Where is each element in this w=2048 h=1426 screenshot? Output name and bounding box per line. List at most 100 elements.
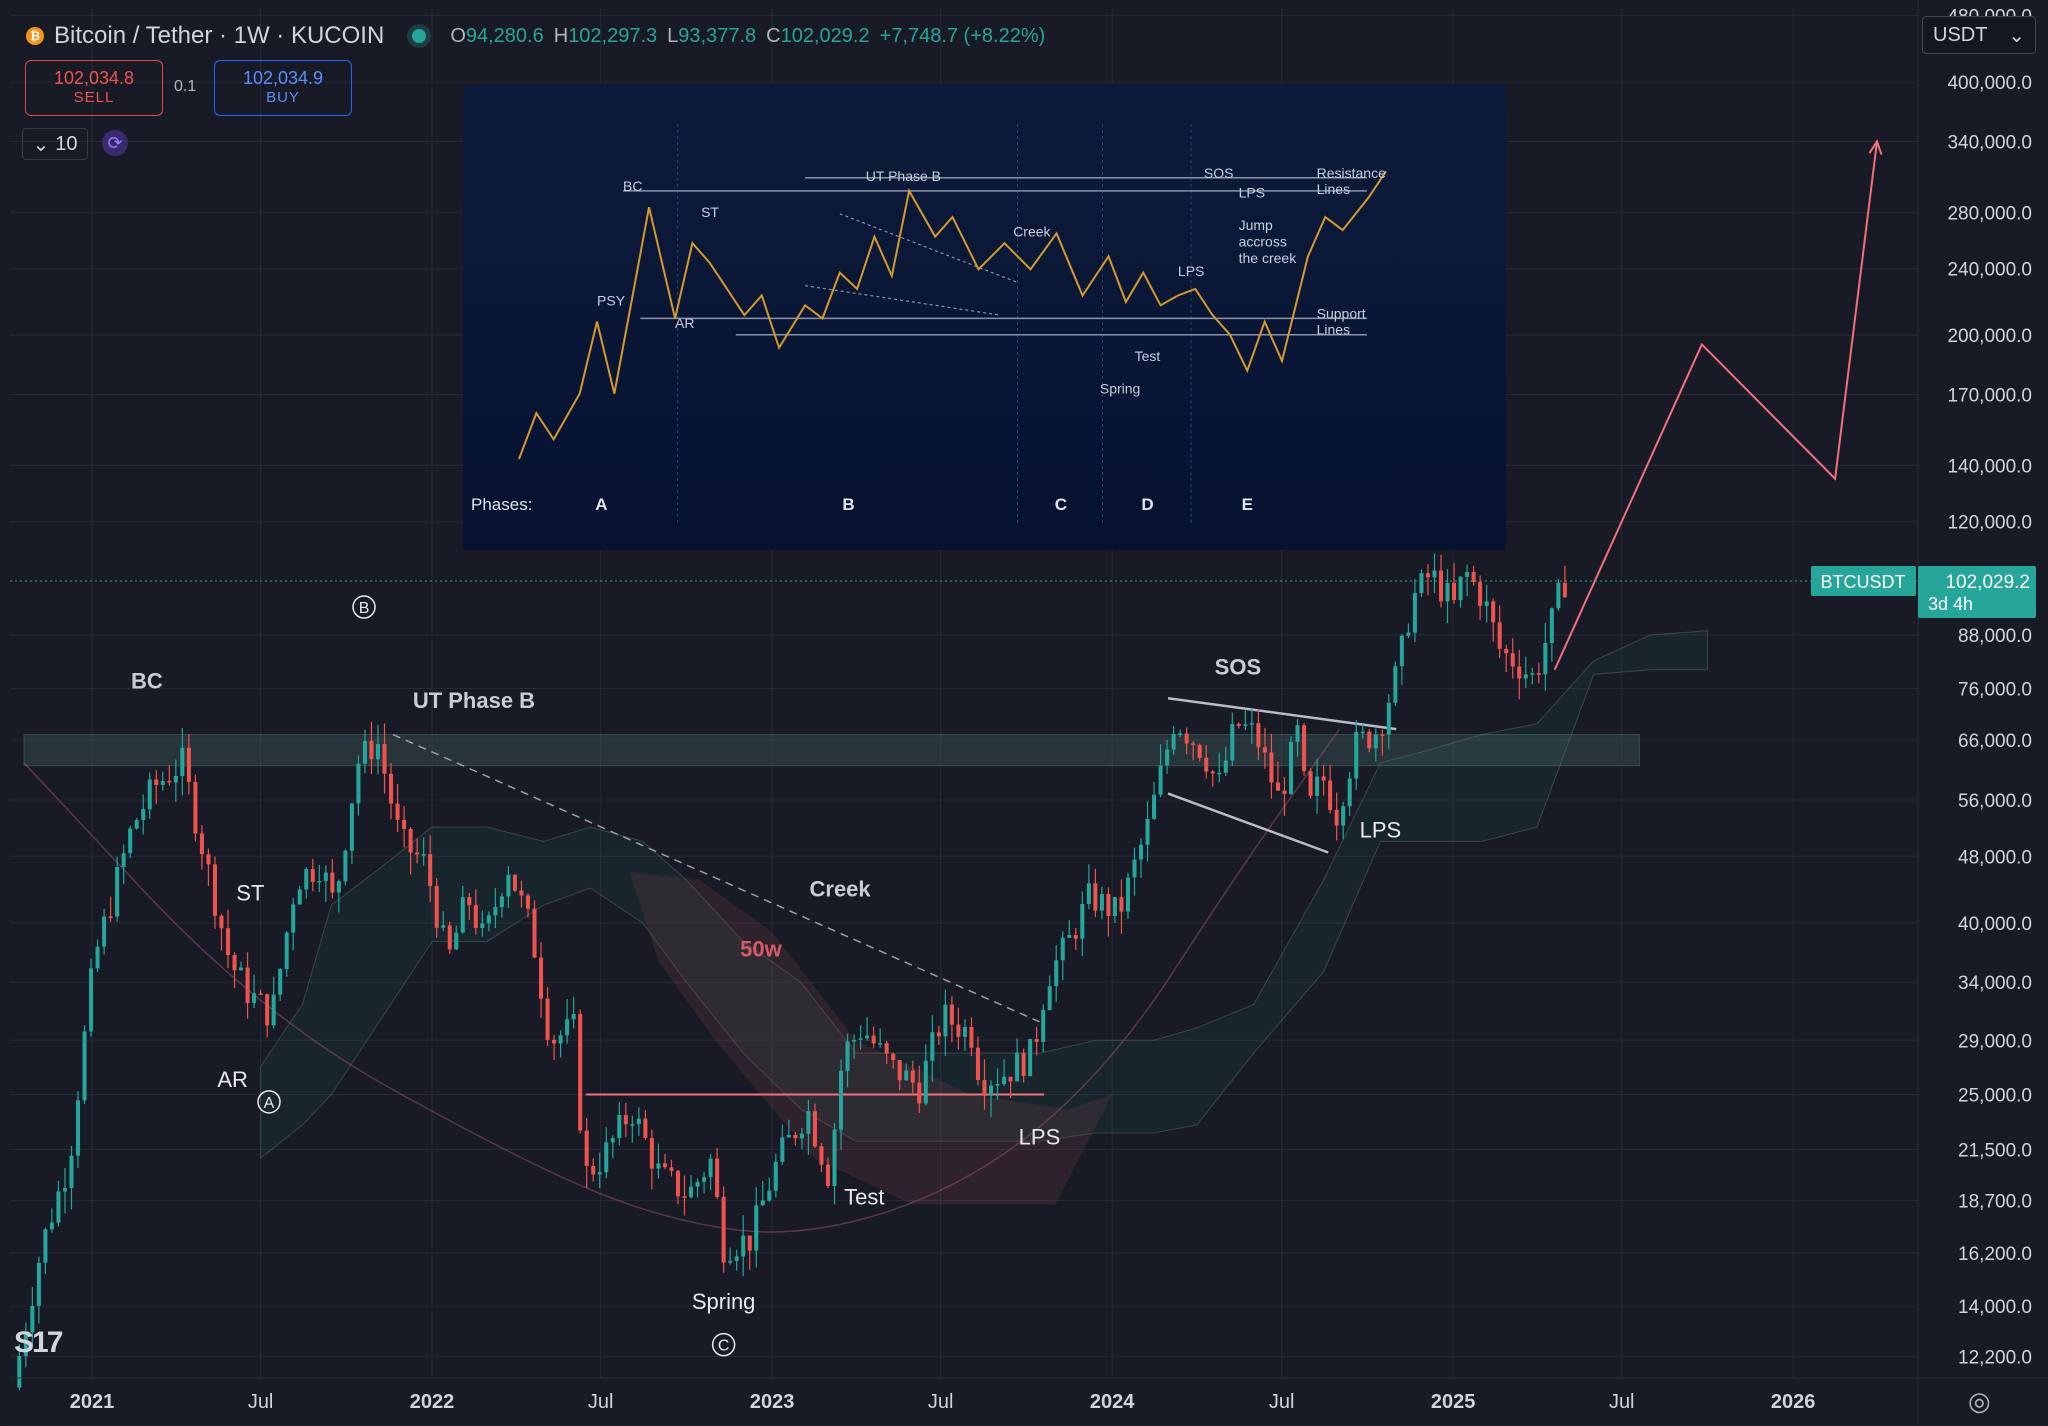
candle-body bbox=[454, 932, 459, 950]
candle-body bbox=[636, 1118, 641, 1125]
candle-body bbox=[1145, 818, 1150, 845]
candle-body bbox=[1034, 1039, 1039, 1042]
candle-body bbox=[1471, 571, 1476, 582]
inset-label: Support bbox=[1317, 305, 1366, 321]
ohlc-low-value: 93,377.8 bbox=[678, 24, 757, 47]
candle-body bbox=[1406, 632, 1411, 636]
phase-letter: E bbox=[1242, 495, 1253, 514]
sync-icon[interactable]: ⟳ bbox=[102, 130, 128, 156]
currency-value: USDT bbox=[1933, 23, 1988, 46]
wedge-upper-line[interactable] bbox=[1167, 696, 1397, 731]
candle-body bbox=[23, 1332, 28, 1357]
candle-body bbox=[949, 1004, 954, 1025]
candle-body bbox=[1080, 904, 1085, 939]
cloud-band bbox=[260, 630, 1708, 1160]
ohlc-open-value: 94,280.6 bbox=[465, 24, 544, 47]
candle-body bbox=[134, 820, 139, 829]
candle-body bbox=[617, 1114, 622, 1139]
candle-body bbox=[1543, 642, 1548, 675]
candle-body bbox=[760, 1200, 765, 1206]
candle-body bbox=[402, 819, 407, 829]
symbol-tag-bg bbox=[1811, 565, 1916, 596]
last-price-tag-bg bbox=[1918, 565, 2036, 618]
candle-body bbox=[1262, 747, 1267, 753]
candle-body bbox=[819, 1146, 824, 1165]
candle-body bbox=[199, 833, 204, 855]
inset-price-path bbox=[518, 170, 1387, 460]
candle-body bbox=[1458, 576, 1463, 600]
candle-body bbox=[219, 915, 224, 929]
order-quantity[interactable]: 0.1 bbox=[174, 78, 197, 95]
candle-body bbox=[539, 957, 544, 999]
candle-body bbox=[1510, 653, 1515, 667]
candle-body bbox=[682, 1196, 687, 1198]
candle-body bbox=[1386, 702, 1391, 735]
candle-body bbox=[1028, 1039, 1033, 1076]
tradingview-logo[interactable]: S17 bbox=[14, 1326, 63, 1359]
candle-body bbox=[480, 923, 485, 928]
candle-body bbox=[1328, 780, 1333, 810]
annotation-label: AR bbox=[217, 1067, 248, 1092]
projection-path[interactable] bbox=[1553, 141, 1879, 671]
annotation-label: Test bbox=[844, 1184, 884, 1209]
annotation-label: Creek bbox=[810, 876, 872, 901]
candle-body bbox=[1341, 806, 1346, 826]
candle-body bbox=[265, 994, 270, 1026]
settings-icon[interactable]: ◎ bbox=[1968, 1386, 1991, 1416]
candle-body bbox=[858, 1038, 863, 1040]
candle-body bbox=[375, 744, 381, 760]
candle-body bbox=[1125, 877, 1130, 912]
price-change: +7,748.7 (+8.22%) bbox=[879, 24, 1046, 47]
candle-body bbox=[962, 1026, 967, 1037]
y-axis-tick-label: 120,000.0 bbox=[1947, 513, 2032, 534]
sell-button[interactable]: 102,034.8 SELL bbox=[25, 60, 163, 116]
symbol-title[interactable]: Bitcoin / Tether · 1W · KUCOIN bbox=[54, 22, 385, 49]
inset-label: ST bbox=[701, 204, 719, 220]
sell-label: SELL bbox=[73, 89, 115, 106]
candle-body bbox=[988, 1085, 994, 1096]
candle-body bbox=[747, 1235, 752, 1251]
candle-body bbox=[467, 897, 472, 906]
fifty-week-zone bbox=[629, 871, 1113, 1205]
y-axis-tick-label: 34,000.0 bbox=[1958, 973, 2032, 994]
candle-body bbox=[1288, 741, 1294, 794]
candle-body bbox=[323, 872, 328, 882]
candle-body bbox=[702, 1177, 707, 1182]
y-axis-tick-label: 29,000.0 bbox=[1958, 1031, 2032, 1052]
candle-body bbox=[865, 1035, 870, 1039]
indicator-collapse-button[interactable]: ⌄ 10 bbox=[22, 128, 88, 160]
y-axis-tick-label: 12,200.0 bbox=[1958, 1347, 2032, 1368]
candle-body bbox=[62, 1187, 67, 1192]
candle-body bbox=[1530, 673, 1535, 675]
candle-body bbox=[604, 1142, 609, 1173]
candle-body bbox=[1112, 897, 1117, 916]
candle-body bbox=[389, 773, 394, 804]
bitcoin-icon[interactable]: ₿ bbox=[26, 27, 44, 45]
wyckoff-inset-panel[interactable] bbox=[463, 84, 1506, 550]
currency-select[interactable]: USDT ⌄ bbox=[1922, 16, 2036, 54]
y-axis-tick-label: 40,000.0 bbox=[1958, 914, 2032, 935]
wedge-lower-line[interactable] bbox=[1167, 792, 1329, 854]
annotation-label: UT Phase B bbox=[413, 688, 535, 713]
creek-trendline[interactable] bbox=[392, 733, 1040, 1023]
buy-button[interactable]: 102,034.9 BUY bbox=[214, 60, 352, 116]
resistance-zone[interactable] bbox=[23, 734, 1640, 767]
candle-body bbox=[1223, 760, 1228, 773]
y-axis-tick-label: 21,500.0 bbox=[1958, 1141, 2032, 1162]
circled-marker-ring bbox=[711, 1332, 736, 1357]
y-axis-tick-label: 66,000.0 bbox=[1958, 731, 2032, 752]
candle-body bbox=[1465, 571, 1470, 577]
candle-body bbox=[108, 916, 113, 918]
annotation-label: BC bbox=[131, 668, 163, 693]
y-axis-tick-label: 200,000.0 bbox=[1947, 326, 2032, 347]
candle-body bbox=[1099, 894, 1104, 911]
candle-body bbox=[1191, 743, 1196, 745]
candle-body bbox=[1067, 935, 1072, 938]
candle-body bbox=[317, 881, 322, 883]
candle-body bbox=[708, 1158, 713, 1178]
candle-body bbox=[304, 869, 309, 890]
accumulation-curve[interactable] bbox=[23, 728, 1341, 1233]
candle-body bbox=[415, 852, 420, 855]
candle-body bbox=[1054, 960, 1059, 987]
